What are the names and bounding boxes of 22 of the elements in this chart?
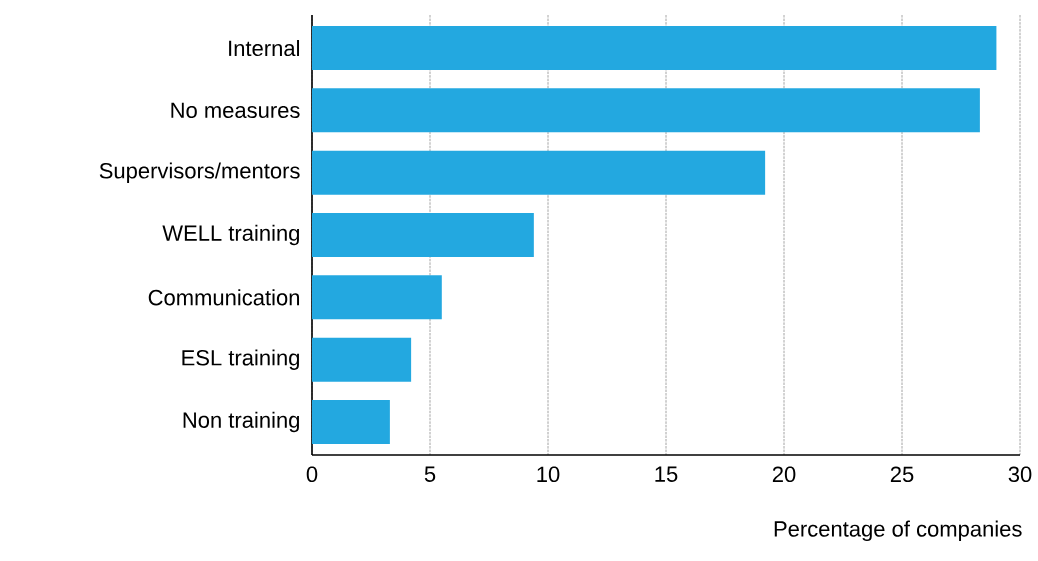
x-tick-label: 15 <box>655 466 678 482</box>
y-tick-label: Supervisors/mentors <box>99 162 300 183</box>
x-tick-label: 30 <box>1008 466 1032 483</box>
bar <box>312 26 997 71</box>
bar <box>312 88 980 133</box>
y-tick-label: Communication <box>148 289 300 306</box>
y-tick-label: Non training <box>183 411 299 433</box>
y-tick-label: WELL training <box>162 224 300 246</box>
y-tick-label: ESL training <box>182 349 300 370</box>
bar <box>312 337 412 382</box>
y-tick-label: No measures <box>171 102 300 119</box>
x-tick-label: 10 <box>537 466 560 483</box>
x-tick-label: 20 <box>772 466 796 483</box>
y-tick-label: Internal <box>229 39 299 57</box>
bar <box>312 275 442 320</box>
bar <box>312 150 766 195</box>
x-tick-label: 5 <box>424 466 436 482</box>
bar <box>312 213 534 257</box>
bar <box>312 399 390 444</box>
x-axis-title: Percentage of companies <box>774 520 1022 542</box>
x-tick-label: 0 <box>306 466 318 483</box>
x-tick-label: 25 <box>890 466 914 483</box>
